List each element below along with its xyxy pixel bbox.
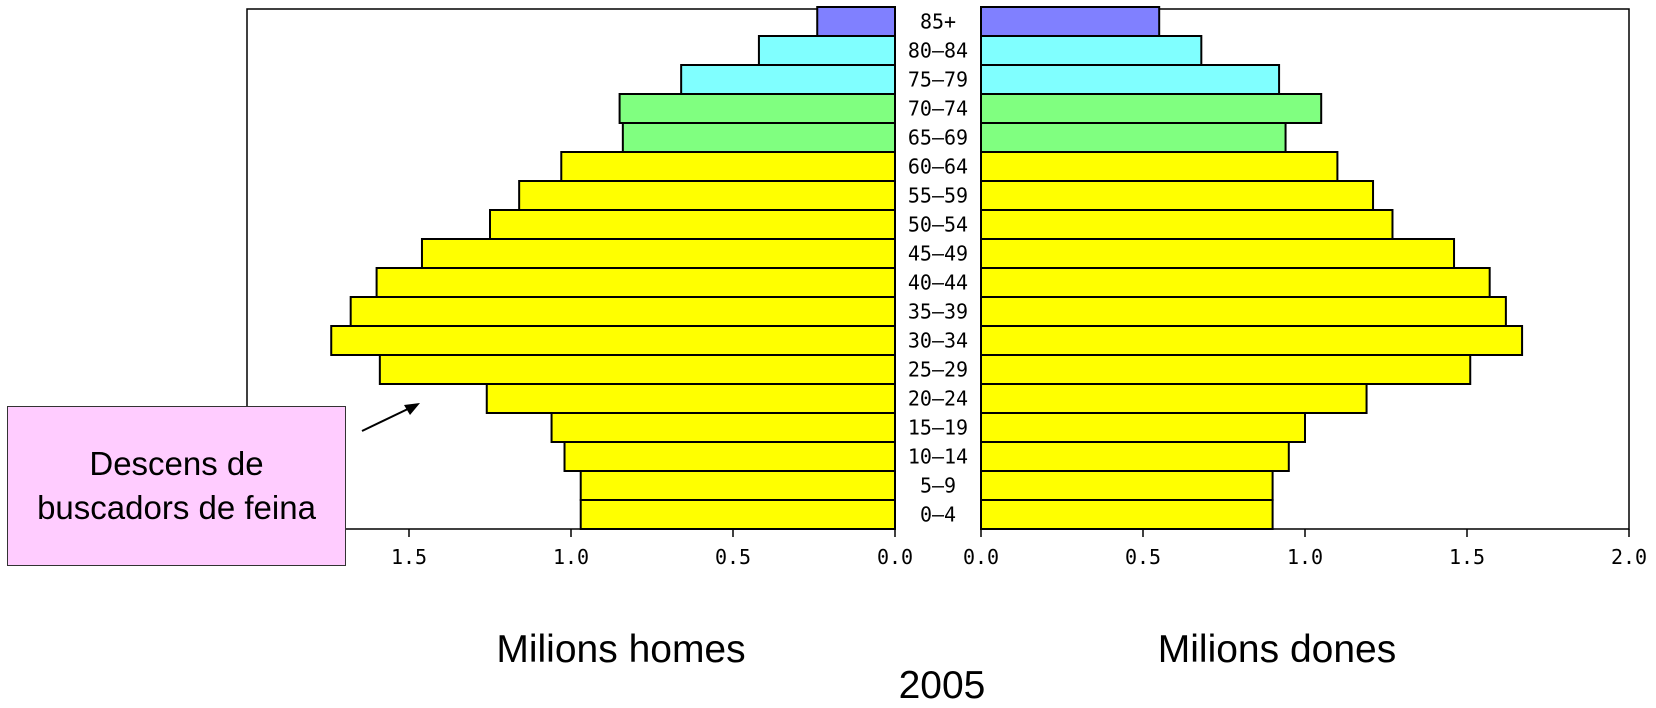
x-axis-men: 0.0 0.5 1.0 1.5	[391, 529, 913, 569]
bar-women-30-34	[980, 325, 1524, 356]
bar-men-40-44	[375, 267, 897, 298]
age-label-45-49: 45–49	[908, 242, 968, 266]
bar-women-0-4	[980, 499, 1274, 530]
tick-label-right: 1.0	[1287, 545, 1323, 569]
bar-men-5-9	[579, 470, 896, 501]
bar-women-80-84	[980, 35, 1203, 66]
bar-men-55-59	[518, 180, 896, 211]
tick-label-right: 0.0	[963, 545, 999, 569]
tick-label-left: 1.5	[391, 545, 427, 569]
age-label-50-54: 50–54	[908, 213, 968, 237]
bar-men-70-74	[618, 93, 896, 124]
age-label-5-9: 5–9	[920, 474, 956, 498]
bar-men-75-79	[680, 64, 896, 95]
tick-label-left: 0.0	[877, 545, 913, 569]
bar-women-65-69	[980, 122, 1287, 153]
year-label: 2005	[898, 664, 986, 707]
tick-label-right: 1.5	[1449, 545, 1485, 569]
x-axis-label-women: Milions dones	[1157, 628, 1397, 671]
bar-women-45-49	[980, 238, 1456, 269]
age-label-80-84: 80–84	[908, 39, 968, 63]
tick-label-left: 1.0	[553, 545, 589, 569]
bar-men-30-34	[330, 325, 896, 356]
bar-women-75-79	[980, 64, 1281, 95]
bar-men-60-64	[560, 151, 897, 182]
bar-men-80-84	[757, 35, 896, 66]
bar-men-45-49	[420, 238, 896, 269]
age-label-0-4: 0–4	[920, 503, 956, 527]
annotation-box: Descens de buscadors de feina	[7, 406, 346, 566]
age-label-25-29: 25–29	[908, 358, 968, 382]
bar-women-85plus	[980, 6, 1161, 37]
x-axis-label-men: Milions homes	[496, 628, 746, 671]
tick-label-right: 2.0	[1611, 545, 1647, 569]
bar-men-20-24	[485, 383, 896, 414]
bar-women-40-44	[980, 267, 1491, 298]
bar-men-10-14	[563, 441, 897, 472]
annotation-text: Descens de buscadors de feina	[37, 445, 316, 526]
tick-label-right: 0.5	[1125, 545, 1161, 569]
age-label-75-79: 75–79	[908, 68, 968, 92]
age-label-15-19: 15–19	[908, 416, 968, 440]
bars-women	[980, 6, 1524, 530]
age-label-35-39: 35–39	[908, 300, 968, 324]
age-label-55-59: 55–59	[908, 184, 968, 208]
age-group-labels: 0–4 5–9 10–14 15–19 20–24 25–29 30–34 35–39 40–4…	[908, 10, 968, 527]
bar-men-25-29	[378, 354, 896, 385]
bar-men-85plus	[816, 6, 896, 37]
bar-men-35-39	[349, 296, 896, 327]
bar-men-65-69	[621, 122, 897, 153]
age-label-65-69: 65–69	[908, 126, 968, 150]
bar-women-35-39	[980, 296, 1507, 327]
annotation-arrow	[361, 403, 420, 432]
age-label-20-24: 20–24	[908, 387, 968, 411]
bar-women-20-24	[980, 383, 1368, 414]
bar-women-70-74	[980, 93, 1323, 124]
bar-women-25-29	[980, 354, 1472, 385]
age-label-85plus: 85+	[920, 10, 956, 34]
tick-label-left: 0.5	[715, 545, 751, 569]
age-label-40-44: 40–44	[908, 271, 968, 295]
bar-men-50-54	[489, 209, 896, 240]
age-label-70-74: 70–74	[908, 97, 968, 121]
bars-men	[330, 6, 897, 530]
bar-men-0-4	[579, 499, 896, 530]
bar-women-15-19	[980, 412, 1306, 443]
bar-men-15-19	[550, 412, 896, 443]
age-label-10-14: 10–14	[908, 445, 968, 469]
bar-women-55-59	[980, 180, 1375, 211]
age-label-60-64: 60–64	[908, 155, 968, 179]
bar-women-50-54	[980, 209, 1394, 240]
age-label-30-34: 30–34	[908, 329, 968, 353]
bar-women-60-64	[980, 151, 1339, 182]
bar-women-10-14	[980, 441, 1290, 472]
x-axis-women: 0.0 0.5 1.0 1.5 2.0	[963, 529, 1647, 569]
bar-women-5-9	[980, 470, 1274, 501]
